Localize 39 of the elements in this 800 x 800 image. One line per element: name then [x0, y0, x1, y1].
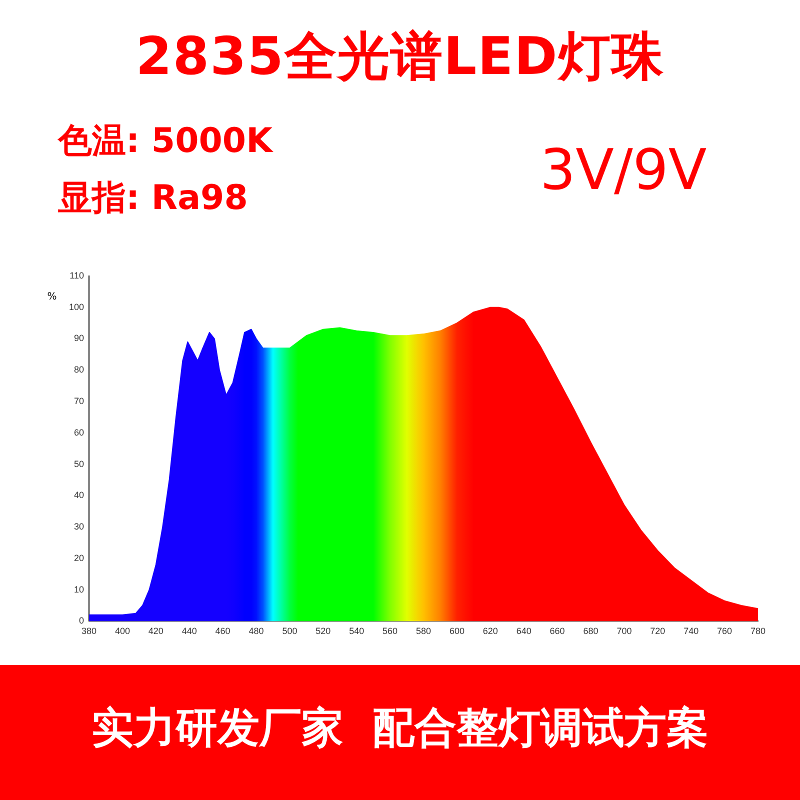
y-tick-label: 110 — [70, 270, 84, 280]
x-tick-label: 540 — [349, 626, 364, 636]
text: 显指: Ra98 — [58, 177, 248, 220]
x-tick-label: 380 — [82, 626, 97, 636]
y-tick-label: 20 — [74, 552, 84, 563]
x-tick-label: 480 — [248, 626, 264, 636]
y-tick-label: 70 — [74, 396, 84, 406]
x-tick-label: 560 — [382, 626, 398, 636]
x-tick-label: 740 — [684, 626, 699, 636]
y-tick-label: 80 — [74, 364, 84, 375]
y-tick-label: 40 — [74, 490, 84, 500]
x-tick-label: 440 — [182, 626, 197, 636]
y-tick-label: 50 — [74, 458, 84, 469]
y-tick-label: 100 — [68, 302, 84, 312]
x-tick-label: 460 — [215, 626, 230, 636]
x-tick-label: 520 — [316, 626, 331, 636]
x-tick-label: 400 — [114, 626, 130, 636]
chart-title: 2835全光谱LED灯珠 — [134, 26, 666, 89]
x-tick-label: 600 — [449, 626, 464, 636]
y-tick-label: 0 — [79, 616, 84, 626]
x-tick-label: 760 — [717, 626, 732, 636]
text: 实力研发厂家 配合整灯调试方案 — [90, 702, 710, 754]
x-tick-label: 640 — [516, 626, 532, 636]
x-tick-label: 500 — [282, 626, 298, 636]
x-tick-label: 620 — [482, 626, 498, 636]
text: 色温: 5000K — [58, 120, 272, 163]
x-tick-label: 780 — [750, 626, 766, 636]
text: 3V/9V — [540, 138, 707, 203]
x-tick-label: 420 — [148, 626, 164, 636]
y-tick-label: 10 — [74, 584, 84, 594]
y-tick-label: 30 — [74, 522, 84, 532]
x-tick-label: 580 — [416, 626, 432, 636]
x-tick-label: 700 — [616, 626, 632, 636]
x-tick-label: 720 — [650, 626, 666, 636]
y-tick-label: 60 — [74, 427, 84, 438]
y-tick-label: 90 — [74, 333, 84, 344]
x-tick-label: 680 — [583, 626, 598, 636]
x-tick-label: 660 — [550, 626, 565, 636]
y-axis-title: % — [47, 291, 57, 302]
